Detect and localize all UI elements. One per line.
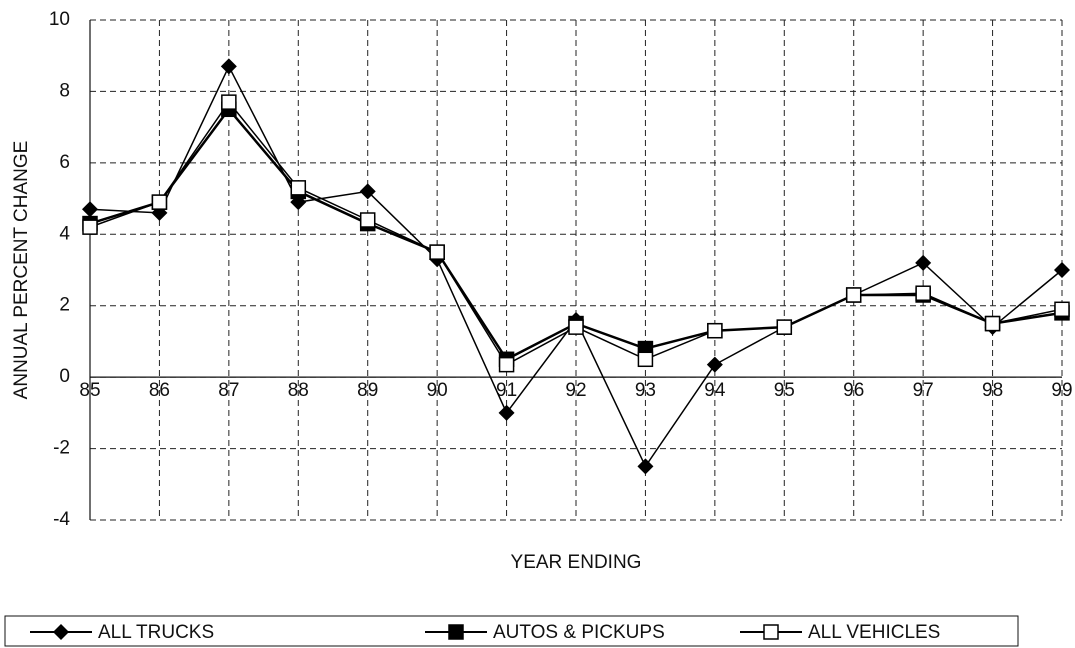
x-tick-label: 90 bbox=[427, 380, 448, 401]
open-square-marker bbox=[151, 194, 168, 210]
open-square-marker bbox=[776, 319, 793, 335]
x-tick-label: 99 bbox=[1051, 380, 1072, 401]
legend-box bbox=[4, 615, 1019, 647]
legend-marker bbox=[53, 624, 69, 640]
open-square-marker bbox=[359, 212, 376, 228]
open-square-marker bbox=[915, 285, 931, 301]
x-tick-label: 89 bbox=[357, 380, 378, 401]
x-tick-label: 91 bbox=[496, 380, 517, 401]
y-tick-label: 10 bbox=[49, 9, 70, 30]
y-tick-label: -2 bbox=[53, 438, 70, 459]
legend-marker bbox=[763, 624, 779, 640]
y-axis-label: ANNUAL PERCENT CHANGE bbox=[11, 141, 32, 400]
open-square-marker bbox=[1054, 301, 1070, 318]
x-tick-label: 94 bbox=[704, 380, 726, 401]
x-tick-label: 95 bbox=[774, 380, 795, 401]
open-square-marker bbox=[568, 319, 584, 335]
diamond-marker bbox=[359, 183, 376, 200]
x-tick-label: 93 bbox=[635, 380, 656, 401]
diamond-marker bbox=[498, 404, 515, 421]
open-square-marker bbox=[429, 244, 445, 260]
legend-marker bbox=[448, 624, 464, 640]
y-tick-label: 0 bbox=[59, 366, 70, 387]
y-tick-label: 4 bbox=[59, 223, 70, 244]
y-tick-label: 2 bbox=[59, 295, 70, 316]
x-tick-label: 96 bbox=[843, 380, 864, 401]
x-axis-label: YEAR ENDING bbox=[511, 552, 642, 573]
open-square-marker bbox=[637, 351, 654, 368]
x-tick-label: 98 bbox=[982, 380, 1003, 401]
series-line bbox=[89, 64, 1063, 468]
x-tick-label: 86 bbox=[149, 380, 170, 401]
y-tick-label: 6 bbox=[59, 152, 70, 173]
x-tick-label: 97 bbox=[913, 380, 934, 401]
open-square-marker bbox=[498, 356, 515, 373]
y-tick-label: 8 bbox=[59, 80, 70, 101]
y-tick-label: -4 bbox=[53, 509, 70, 530]
open-square-marker bbox=[984, 315, 1001, 332]
open-square-marker bbox=[290, 180, 307, 196]
legend-label: AUTOS & PICKUPS bbox=[493, 622, 665, 643]
diamond-marker bbox=[82, 201, 98, 218]
diamond-marker bbox=[220, 58, 237, 75]
x-tick-label: 87 bbox=[218, 380, 239, 401]
open-square-marker bbox=[845, 287, 862, 303]
legend-label: ALL TRUCKS bbox=[98, 622, 214, 643]
diamond-marker bbox=[706, 356, 723, 373]
diamond-marker bbox=[915, 254, 932, 271]
open-square-marker bbox=[707, 322, 723, 339]
legend-label: ALL VEHICLES bbox=[808, 622, 940, 643]
diamond-marker bbox=[1054, 262, 1070, 278]
x-tick-label: 92 bbox=[565, 380, 586, 401]
open-square-marker bbox=[221, 94, 237, 110]
diamond-marker bbox=[637, 458, 654, 475]
open-square-marker bbox=[82, 219, 98, 235]
x-tick-label: 88 bbox=[288, 380, 309, 401]
